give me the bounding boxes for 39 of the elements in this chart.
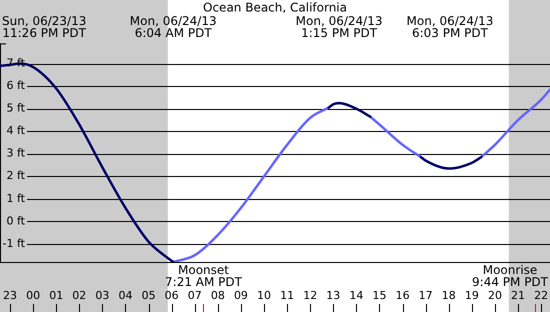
x-tick-label: 00 xyxy=(26,288,40,302)
x-tick-label: 05 xyxy=(142,288,156,302)
chart-title: Ocean Beach, California xyxy=(203,0,347,14)
x-tick-label: 09 xyxy=(234,288,248,302)
ref-line-label: Moonrise 9:44 PM PDT xyxy=(472,263,549,290)
x-tick-label: 21 xyxy=(511,288,526,302)
text: Sun, 06/23/13 11:26 PM PDT xyxy=(2,14,87,40)
y-tick-label: 1 ft xyxy=(6,192,26,205)
x-tick-label: 01 xyxy=(49,288,64,302)
x-tick-label: 12 xyxy=(303,288,318,302)
y-tick-label: 4 ft xyxy=(6,124,26,138)
text: Mon, 06/24/13 6:04 AM PDT xyxy=(130,14,217,40)
x-tick-label: 18 xyxy=(442,288,456,302)
x-tick-label: 16 xyxy=(396,288,410,302)
text: Mon, 06/24/13 6:03 PM PDT xyxy=(406,14,494,40)
x-tick-label: 13 xyxy=(326,288,340,302)
x-tick-label: 20 xyxy=(488,288,502,302)
y-tick-label: -1 ft xyxy=(2,236,26,250)
x-tick-label: 07 xyxy=(188,288,202,302)
x-tick-label: 19 xyxy=(464,288,479,302)
text: Mon, 06/24/13 1:15 PM PDT xyxy=(296,14,382,40)
x-tick-label: 14 xyxy=(349,288,364,302)
x-tick-label: 23 xyxy=(3,288,18,302)
y-tick-label: 0 ft xyxy=(6,214,26,228)
x-tick-label: 15 xyxy=(372,288,386,302)
x-tick-label: 08 xyxy=(210,288,225,302)
y-tick-label: 3 ft xyxy=(6,146,26,160)
x-tick-label: 06 xyxy=(164,288,179,302)
x-tick-label: 22 xyxy=(534,288,548,302)
x-tick-label: 04 xyxy=(118,288,132,302)
x-tick-label: 03 xyxy=(95,288,110,302)
x-tick-label: 10 xyxy=(257,288,272,302)
y-tick-label: 5 ft xyxy=(6,102,26,115)
x-tick-label: 11 xyxy=(280,288,294,302)
x-tick-label: 17 xyxy=(418,288,433,302)
y-tick-label: 6 ft xyxy=(6,79,26,92)
x-tick-label: 02 xyxy=(72,288,86,302)
y-tick-label: 2 ft xyxy=(6,169,26,182)
ref-line-label: Moonset 7:21 AM PDT xyxy=(165,263,243,290)
